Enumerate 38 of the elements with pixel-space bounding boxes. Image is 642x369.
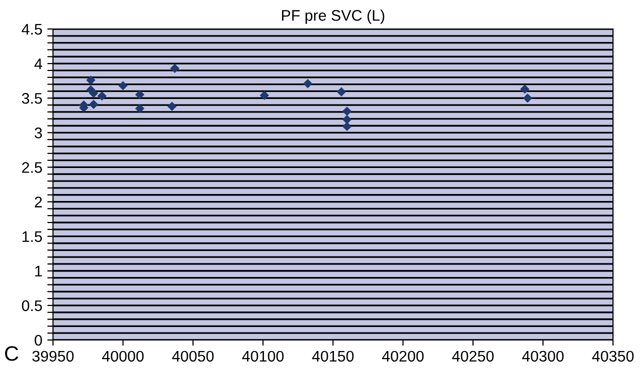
y-tick-label: 1 — [35, 266, 42, 276]
y-tick-label: 3 — [34, 128, 42, 138]
point — [260, 90, 270, 100]
point — [170, 64, 180, 73]
x-tick-label: 39950 — [32, 350, 74, 362]
y-tick-label: 0.5 — [22, 300, 42, 312]
y-tick-label: 2.5 — [22, 162, 42, 173]
point — [97, 91, 107, 101]
point — [86, 76, 96, 85]
point — [135, 90, 144, 100]
point — [303, 78, 312, 88]
y-tick-label: 4 — [34, 58, 42, 70]
point — [522, 94, 532, 103]
point — [342, 106, 352, 116]
point — [88, 88, 98, 98]
y-tick-label: 4.5 — [22, 24, 42, 35]
point — [336, 87, 346, 96]
x-tick-label: 40300 — [522, 350, 564, 362]
point — [118, 81, 128, 90]
y-tick-label: 0 — [34, 334, 42, 346]
point — [342, 122, 352, 132]
x-tick-label: 40250 — [452, 350, 494, 362]
point — [342, 114, 352, 124]
point — [520, 84, 530, 94]
y-tick-label: 2 — [34, 196, 42, 208]
point — [135, 104, 144, 114]
point — [88, 100, 98, 109]
x-tick-label: 40050 — [172, 350, 214, 362]
x-tick-label: 40000 — [102, 350, 144, 362]
x-tick-label: 40200 — [382, 350, 424, 362]
x-tick-label: 40150 — [312, 350, 354, 362]
x-tick-label: 40100 — [242, 350, 284, 362]
point — [167, 102, 177, 112]
y-tick-label: 3.5 — [22, 92, 42, 104]
chart-title: PF pre SVC (L) — [282, 10, 384, 24]
x-tick-label: 40350 — [592, 350, 634, 362]
text: C — [5, 346, 18, 361]
y-tick-label: 1.5 — [22, 231, 42, 242]
